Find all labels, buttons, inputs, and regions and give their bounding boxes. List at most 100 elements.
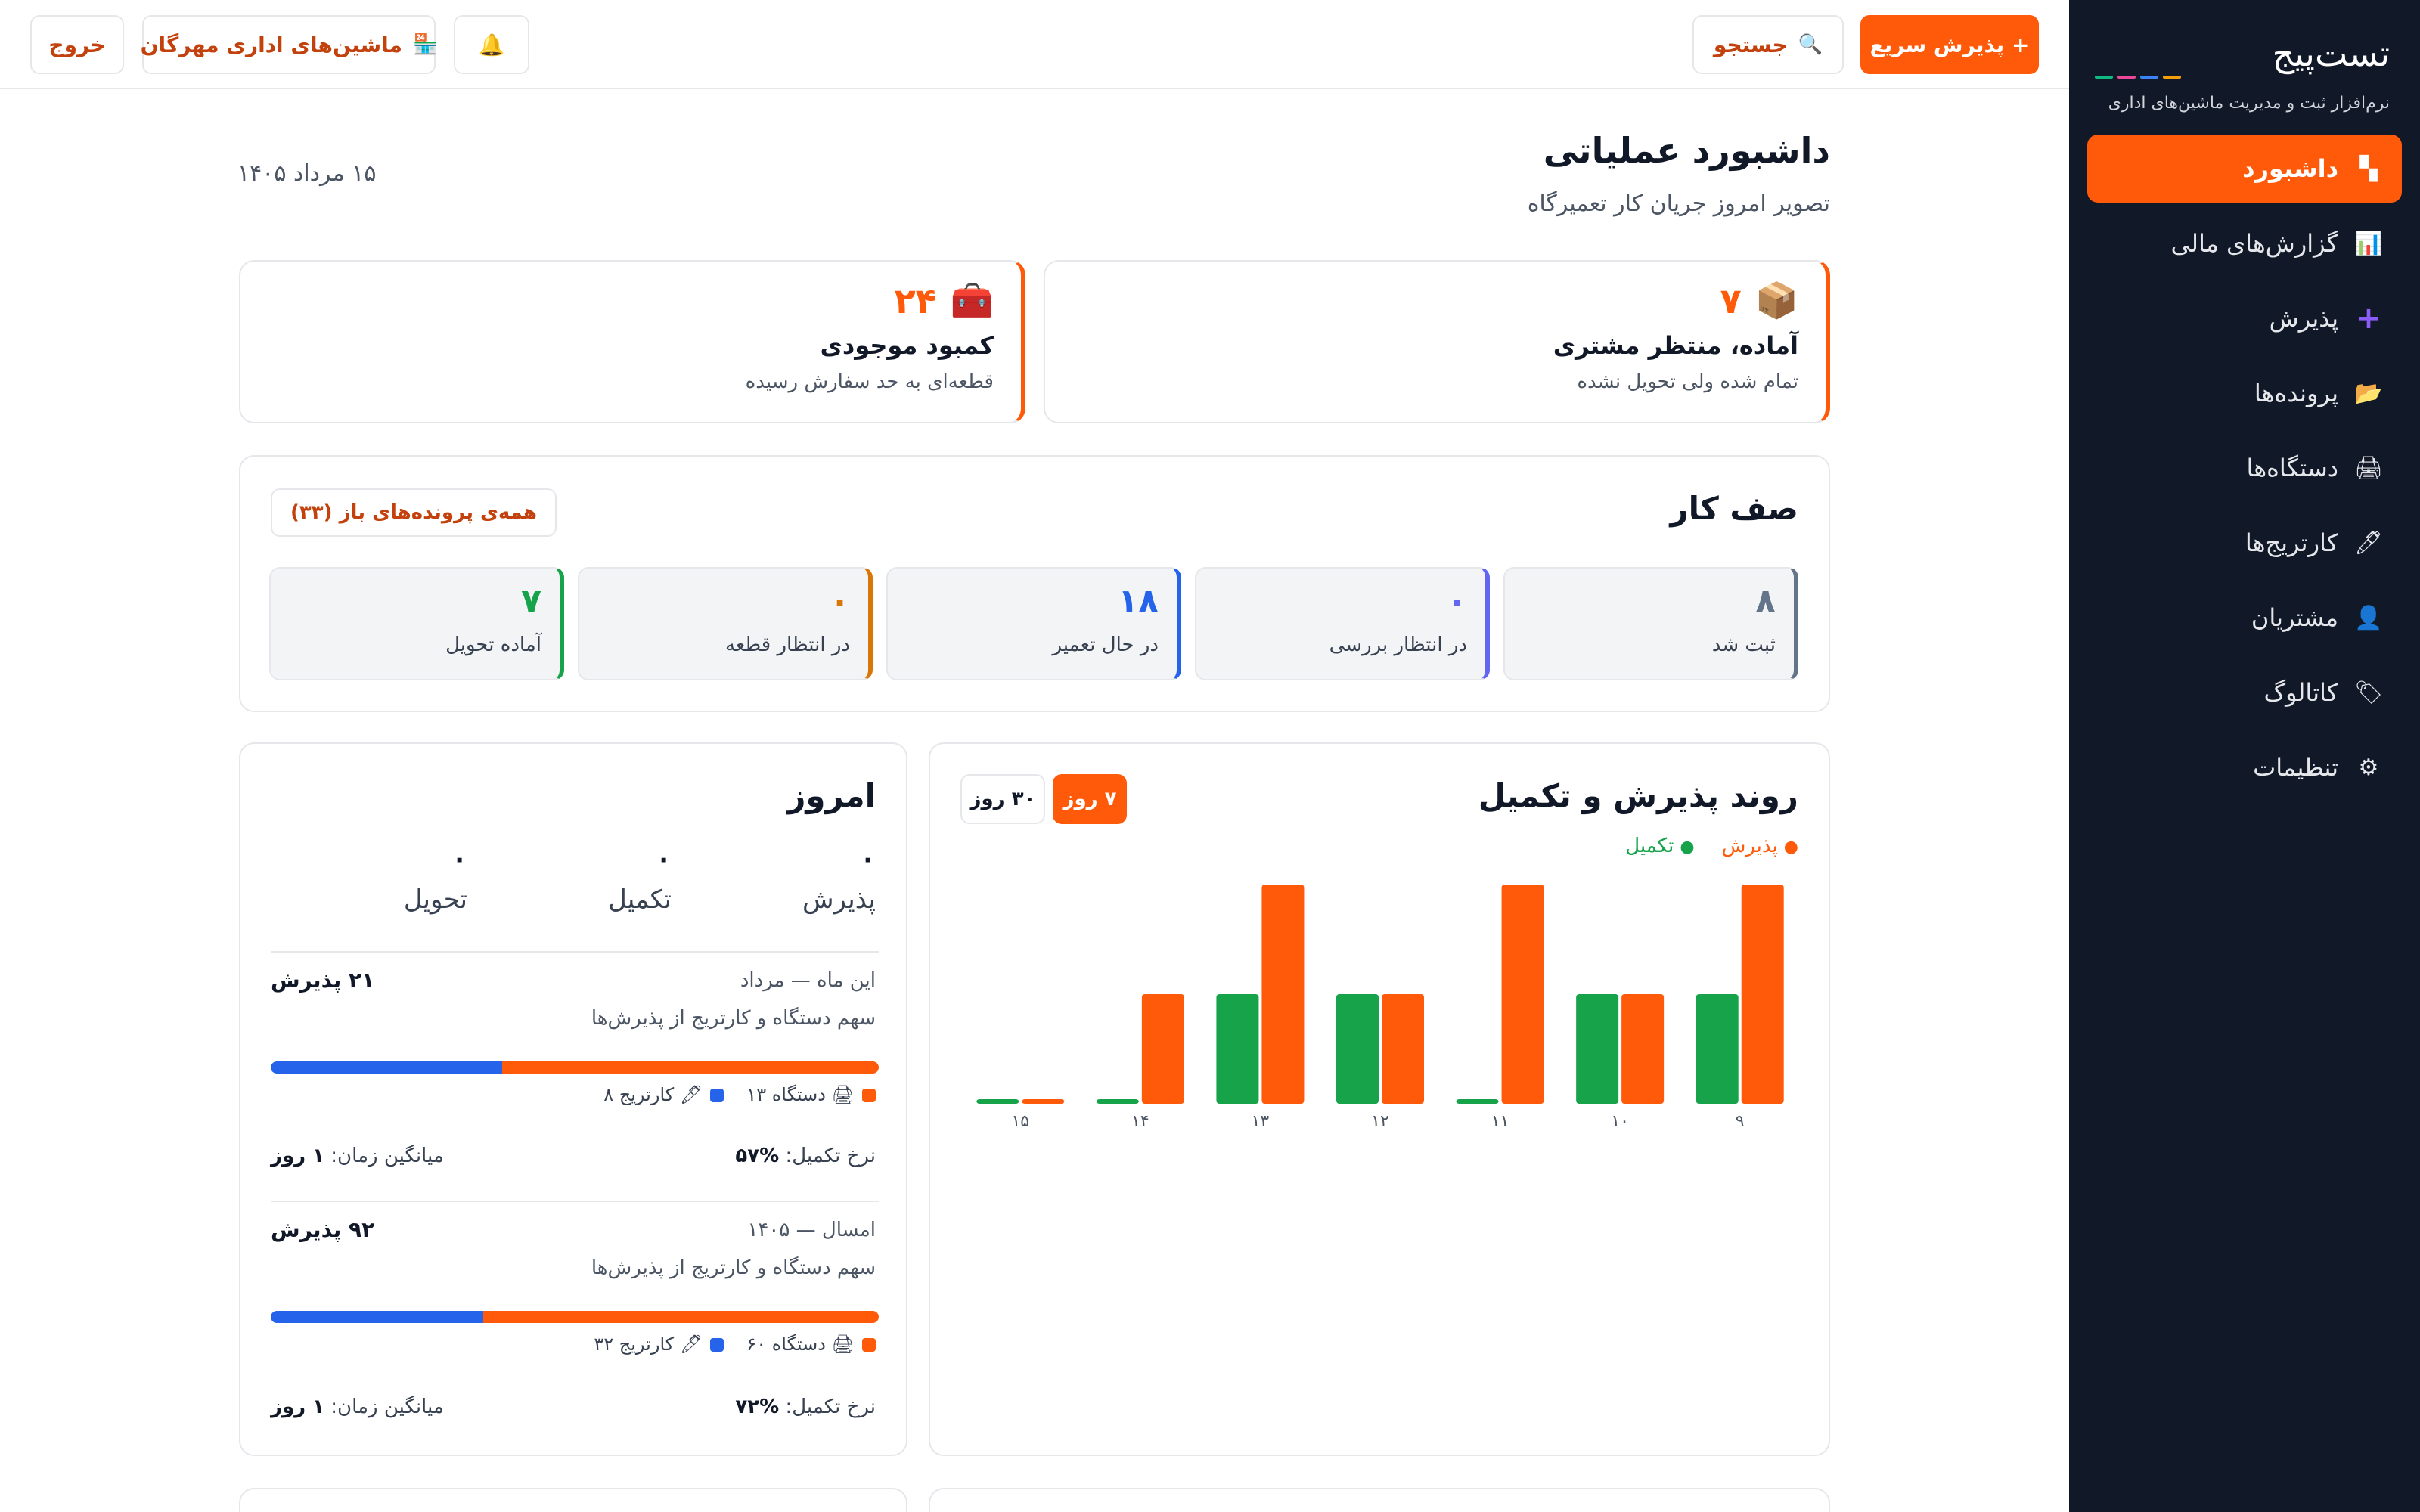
completion-bar[interactable]: [1336, 994, 1379, 1104]
period-share-title: سهم دستگاه و کارتریج از پذیرش‌ها: [591, 1007, 876, 1030]
queue-tile-registered[interactable]: ۸ ثبت شد: [1503, 567, 1798, 680]
sidebar-item-settings[interactable]: ⚙ تنظیمات: [2087, 733, 2402, 801]
queue-tile-label: در انتظار قطعه: [724, 634, 850, 656]
share-legend: 🖨 دستگاه ۱۳ 🖊 کارتریج ۸: [603, 1084, 876, 1105]
completion-bar[interactable]: [1576, 994, 1619, 1104]
bell-icon: 🔔: [478, 32, 505, 57]
admission-bar[interactable]: [1621, 994, 1665, 1104]
sidebar-item-admission[interactable]: + پذیرش: [2087, 284, 2402, 352]
chart-legend: ● پذیرش ● تکمیل: [1625, 835, 1798, 857]
kpi-value: ۷: [1720, 280, 1742, 321]
legend-label: تکمیل: [1625, 835, 1674, 857]
kpi-card-ready[interactable]: 📦 ۷ آماده، منتظر مشتری تمام شده ولی تحوی…: [1044, 260, 1830, 423]
sidebar-nav: ▚ داشبورد 📊 گزارش‌های مالی + پذیرش 📂 پرو…: [2087, 135, 2402, 808]
range-30-days-button[interactable]: ۳۰ روز: [960, 774, 1045, 824]
dashboard-icon: ▚: [2360, 155, 2378, 182]
package-icon: 📦: [1754, 280, 1798, 321]
today-stat-label: پذیرش: [802, 885, 876, 915]
sidebar-item-catalog[interactable]: 🏷 کاتالوگ: [2087, 658, 2402, 727]
sidebar: تست‌پیج نرم‌افزار ثبت و مدیریت ماشین‌های…: [2069, 0, 2420, 1512]
quick-admission-button[interactable]: + پذیرش سریع: [1860, 15, 2039, 74]
period-share-title: سهم دستگاه و کارتریج از پذیرش‌ها: [591, 1256, 876, 1279]
pen-icon: 🖊: [2353, 529, 2384, 556]
kpi-head: 🧰 ۲۴: [895, 280, 994, 321]
pen-icon: 🖊: [679, 1334, 703, 1355]
kpi-title: آماده، منتظر مشتری: [1553, 331, 1798, 360]
completion-bar[interactable]: [1096, 1099, 1139, 1104]
bottom-card-right: [929, 1488, 1830, 1512]
metric-label: نرخ تکمیل:: [785, 1396, 876, 1418]
all-open-cases-link[interactable]: همه‌ی پرونده‌های باز (۳۳): [271, 488, 557, 537]
average-time: میانگین زمان: ۱ روز: [271, 1145, 444, 1167]
brand-underline-segment: [2163, 76, 2181, 79]
divider: [271, 951, 879, 953]
queue-tile-value: ۰: [830, 582, 850, 621]
queue-tile-value: ۱۸: [1118, 582, 1159, 621]
search-button[interactable]: 🔍 جستجو: [1692, 15, 1844, 74]
queue-tile-ready-delivery[interactable]: ۷ آماده تحویل: [269, 567, 564, 680]
metric-value: ۱ روز: [271, 1396, 325, 1418]
legend-swatch: [710, 1089, 724, 1102]
kpi-subtitle: قطعه‌ای به حد سفارش رسیده: [745, 370, 994, 393]
logout-button[interactable]: خروج: [30, 15, 124, 74]
share-bar: [271, 1311, 879, 1323]
gear-icon: ⚙: [2358, 754, 2379, 781]
admission-bar[interactable]: [1261, 885, 1305, 1104]
sidebar-item-cartridges[interactable]: 🖊 کارتریج‌ها: [2087, 509, 2402, 577]
admission-bar[interactable]: [1382, 994, 1424, 1104]
legend-swatch: [862, 1338, 876, 1352]
share-bar: [271, 1061, 879, 1074]
brand-logo[interactable]: تست‌پیج: [2272, 33, 2391, 74]
queue-tile-in-repair[interactable]: ۱۸ در حال تعمیر: [886, 567, 1181, 680]
admission-bar[interactable]: [1141, 994, 1184, 1104]
legend-swatch: [862, 1089, 876, 1102]
completion-bar[interactable]: [1456, 1099, 1499, 1104]
admission-bar[interactable]: [1741, 885, 1784, 1104]
x-tick-label: ۱۱: [1491, 1112, 1509, 1131]
today-stat-completion: ۰ تکمیل: [520, 844, 672, 915]
company-button[interactable]: 🏪 ماشین‌های اداری مهرگان: [141, 15, 437, 74]
queue-tile-value: ۰: [1447, 582, 1467, 621]
average-time: میانگین زمان: ۱ روز: [271, 1396, 444, 1418]
device-icon: 🖨: [831, 1084, 855, 1105]
tag-icon: 🏷: [2353, 679, 2384, 706]
brand-underline-segment: [2140, 76, 2158, 79]
sidebar-item-customers[interactable]: 👤 مشتریان: [2087, 584, 2402, 652]
divider: [271, 1201, 879, 1202]
brand: تست‌پیج نرم‌افزار ثبت و مدیریت ماشین‌های…: [2095, 33, 2391, 113]
kpi-card-low-stock[interactable]: 🧰 ۲۴ کمبود موجودی قطعه‌ای به حد سفارش رس…: [239, 260, 1025, 423]
share-legend-label: کارتریج ۸: [603, 1084, 675, 1105]
queue-tile-awaiting-parts[interactable]: ۰ در انتظار قطعه: [578, 567, 873, 680]
completion-bar[interactable]: [976, 1099, 1019, 1104]
today-title: امروز: [787, 777, 876, 814]
trend-card: روند پذیرش و تکمیل ۷ روز ۳۰ روز ● پذیرش ●…: [929, 742, 1830, 1456]
device-icon: 🖨: [2353, 454, 2384, 482]
admission-bar[interactable]: [1501, 885, 1544, 1104]
today-stat-label: تکمیل: [608, 885, 672, 915]
today-card: امروز ۰ پذیرش ۰ تکمیل ۰ تحویل این ماه — …: [239, 742, 908, 1456]
kpi-value: ۲۴: [894, 280, 937, 321]
completion-rate: نرخ تکمیل: %۵۷: [735, 1145, 876, 1167]
x-tick-label: ۱۲: [1371, 1112, 1389, 1131]
queue-tile-label: در حال تعمیر: [1052, 634, 1159, 656]
notifications-button[interactable]: 🔔: [454, 15, 529, 74]
completion-bar[interactable]: [1216, 994, 1259, 1104]
completion-bar[interactable]: [1696, 994, 1739, 1104]
plus-icon: +: [2356, 301, 2381, 336]
kpi-subtitle: تمام شده ولی تحویل نشده: [1577, 370, 1798, 393]
queue-tile-pending-review[interactable]: ۰ در انتظار بررسی: [1195, 567, 1490, 680]
user-icon: 👤: [2354, 604, 2383, 631]
queue-tile-value: ۷: [521, 582, 541, 621]
sidebar-item-financial-reports[interactable]: 📊 گزارش‌های مالی: [2087, 209, 2402, 277]
period-count: ۹۲ پذیرش: [271, 1217, 375, 1242]
page-title: داشبورد عملیاتی: [1543, 130, 1830, 171]
metric-value: %۷۲: [735, 1396, 780, 1418]
sidebar-item-devices[interactable]: 🖨 دستگاه‌ها: [2087, 434, 2402, 502]
sidebar-item-cases[interactable]: 📂 پرونده‌ها: [2087, 359, 2402, 427]
toolbox-icon: 🧰: [950, 280, 994, 321]
sidebar-item-dashboard[interactable]: ▚ داشبورد: [2087, 135, 2402, 203]
admission-bar[interactable]: [1022, 1099, 1065, 1104]
today-stat-value: ۰: [451, 844, 467, 874]
range-7-days-button[interactable]: ۷ روز: [1053, 774, 1127, 824]
brand-underline-segment: [2118, 76, 2136, 79]
